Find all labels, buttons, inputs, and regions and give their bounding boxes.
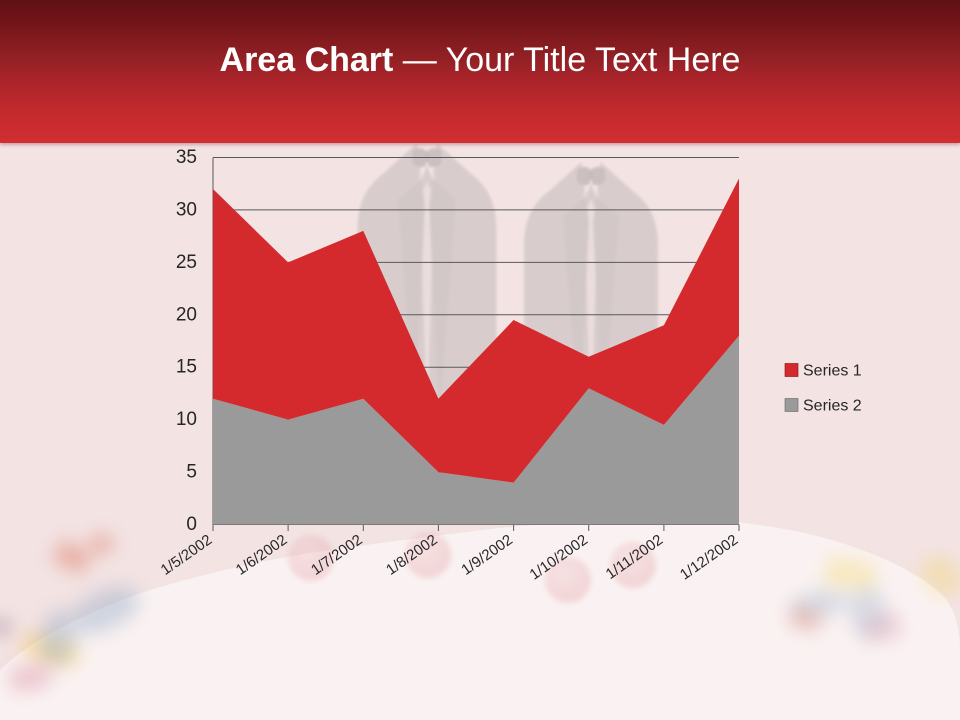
svg-text:25: 25 bbox=[176, 252, 197, 273]
svg-text:0: 0 bbox=[186, 514, 197, 535]
svg-text:30: 30 bbox=[176, 199, 197, 220]
svg-text:1/10/2002: 1/10/2002 bbox=[527, 531, 591, 583]
svg-text:1/8/2002: 1/8/2002 bbox=[383, 531, 441, 578]
svg-text:20: 20 bbox=[176, 304, 197, 325]
svg-text:1/12/2002: 1/12/2002 bbox=[677, 531, 741, 583]
svg-text:1/11/2002: 1/11/2002 bbox=[603, 531, 667, 583]
svg-text:5: 5 bbox=[186, 462, 197, 483]
svg-text:Series 1: Series 1 bbox=[803, 363, 862, 380]
svg-text:1/6/2002: 1/6/2002 bbox=[233, 531, 291, 578]
svg-text:1/9/2002: 1/9/2002 bbox=[458, 531, 516, 578]
svg-text:10: 10 bbox=[176, 409, 197, 430]
svg-text:1/5/2002: 1/5/2002 bbox=[158, 531, 216, 578]
svg-text:15: 15 bbox=[176, 357, 197, 378]
svg-text:35: 35 bbox=[176, 147, 197, 168]
svg-text:1/7/2002: 1/7/2002 bbox=[308, 531, 366, 578]
svg-text:Series 2: Series 2 bbox=[803, 398, 862, 415]
